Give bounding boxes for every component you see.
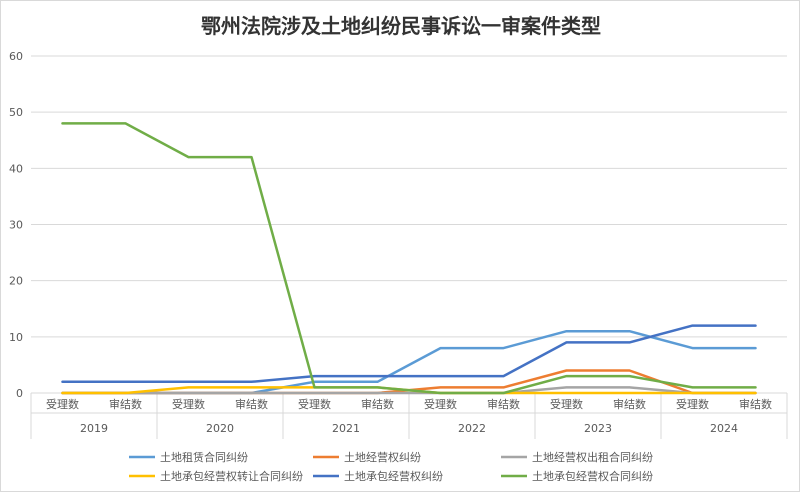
- y-tick-label: 40: [9, 162, 23, 175]
- x-tick-label: 受理数: [424, 398, 457, 411]
- x-tick-label: 审结数: [487, 397, 520, 411]
- series-line-3: [61, 386, 757, 395]
- x-tick-label: 受理数: [550, 398, 583, 411]
- y-tick-label: 10: [9, 331, 23, 344]
- y-tick-label: 0: [16, 387, 23, 400]
- x-group-label: 2022: [458, 422, 486, 435]
- y-tick-label: 50: [9, 106, 23, 119]
- x-tick-label: 审结数: [235, 397, 268, 411]
- legend-label: 土地经营权出租合同纠纷: [532, 450, 653, 464]
- legend-label: 土地承包经营权纠纷: [344, 469, 443, 483]
- y-tick-label: 30: [9, 219, 23, 232]
- x-tick-label: 审结数: [739, 397, 772, 411]
- x-tick-label: 受理数: [46, 398, 79, 411]
- series-line-1: [61, 329, 757, 395]
- x-group-label: 2021: [332, 422, 360, 435]
- legend-label: 土地租赁合同纠纷: [160, 450, 248, 464]
- x-tick-label: 受理数: [298, 398, 331, 411]
- x-tick-label: 受理数: [676, 398, 709, 411]
- legend-label: 土地经营权纠纷: [344, 450, 421, 464]
- y-tick-label: 60: [9, 50, 23, 63]
- x-group-label: 2023: [584, 422, 612, 435]
- x-group-label: 2019: [80, 422, 108, 435]
- y-tick-label: 20: [9, 275, 23, 288]
- series-line-5: [61, 324, 757, 384]
- x-group-label: 2020: [206, 422, 234, 435]
- series-line-6: [61, 122, 757, 395]
- x-tick-label: 审结数: [361, 397, 394, 411]
- legend-label: 土地承包经营权合同纠纷: [532, 469, 653, 483]
- x-tick-label: 审结数: [109, 397, 142, 411]
- x-tick-label: 审结数: [613, 397, 646, 411]
- chart-title: 鄂州法院涉及土地纠纷民事诉讼一审案件类型: [201, 14, 601, 38]
- x-group-label: 2024: [710, 422, 738, 435]
- legend-label: 土地承包经营权转让合同纠纷: [160, 469, 303, 483]
- x-tick-label: 受理数: [172, 398, 205, 411]
